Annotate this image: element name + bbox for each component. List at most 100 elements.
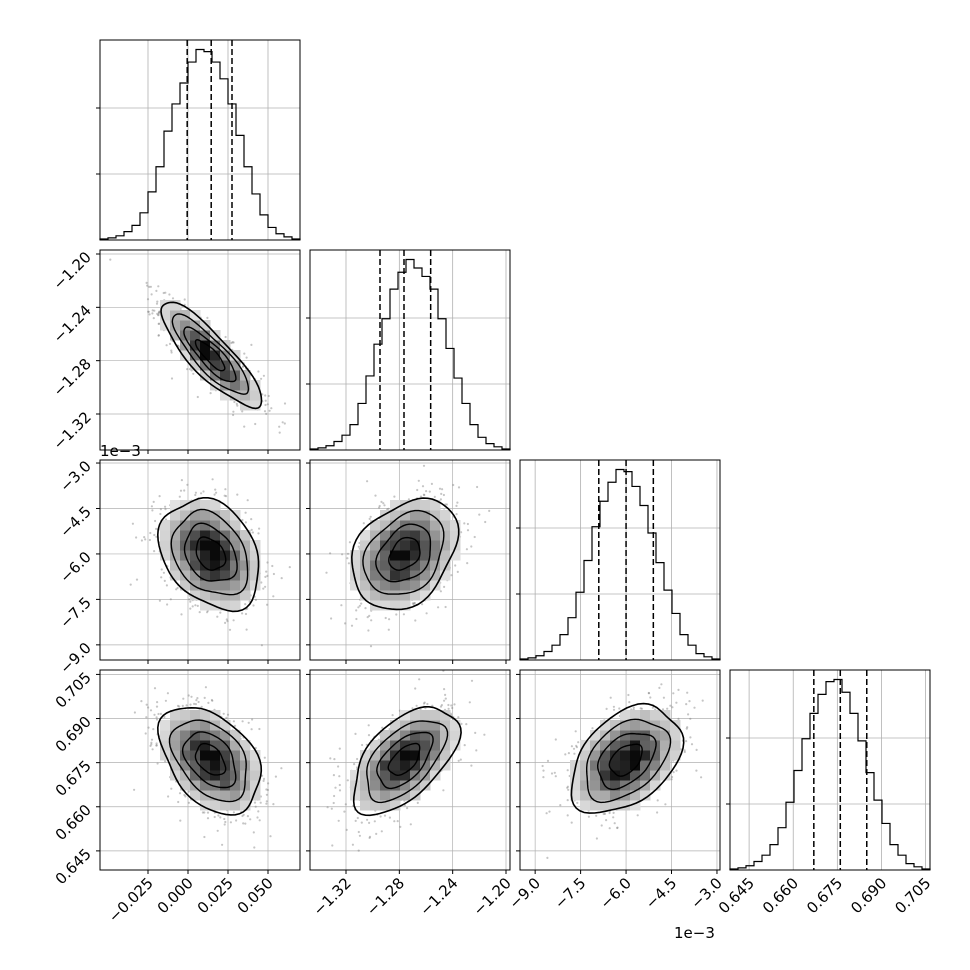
sample-point [178,705,181,708]
sample-point [162,571,165,574]
sample-point [468,701,471,704]
sample-point [647,691,650,695]
sample-point [550,772,554,775]
sample-point [243,352,246,355]
sample-point [159,512,162,516]
sample-point [266,603,269,606]
density-cell [630,790,641,801]
sample-point [368,821,371,825]
density-cell [370,580,381,591]
sample-point [346,557,349,560]
density-cell [430,510,441,521]
sample-point [344,622,347,625]
sample-point [334,786,337,789]
sample-point [265,802,268,805]
sample-point [361,743,364,747]
sample-point [148,313,151,316]
density-cell [380,520,391,531]
sample-point [236,493,239,496]
sample-point [675,701,678,704]
sample-point [351,843,354,846]
y-tick-label-1-1: −1.28 [50,355,95,400]
density-cell [650,730,661,741]
panel-content [100,250,300,450]
contour-2 [168,719,247,803]
density-cell [400,580,411,591]
sample-point [288,566,291,569]
density-cell [160,730,171,741]
sample-point [157,285,160,288]
sample-point [470,679,474,682]
sample-point [387,507,390,510]
sample-point [353,763,356,766]
sample-point [272,572,275,576]
density-cell [240,590,251,601]
panel-content [100,460,300,660]
sample-point [572,747,576,750]
density-cell [200,540,211,551]
sample-point [456,501,459,504]
density-cell [210,780,221,791]
sample-point [166,692,169,695]
density-cell [190,340,201,351]
density-cell [390,800,401,811]
density-cell [230,730,241,741]
density-cell [180,750,191,761]
density-cell [610,740,621,751]
histogram-panel-1 [306,249,511,451]
panel-frame [309,669,511,871]
sample-point [262,779,265,783]
density-cell [210,590,221,601]
sample-point [186,368,189,371]
sample-point [172,660,174,662]
density-cell [360,770,371,781]
sample-point [356,757,359,761]
density-cell [400,510,411,521]
sample-point [605,819,608,822]
sample-point [152,500,155,503]
sample-point [330,807,333,810]
histogram-panel-2 [516,459,721,661]
density-cell [220,570,231,581]
density-cell [210,520,221,531]
density-cell [640,710,651,721]
sample-point [474,731,477,735]
sample-point [157,712,160,716]
sample-point [258,727,261,731]
sample-point [459,758,462,761]
density-cell [220,390,231,401]
density-cell [580,740,591,751]
sample-point [189,607,192,610]
density-cell [210,570,221,581]
density-cell [420,540,431,551]
density-cell [160,520,171,531]
density-cell [420,560,431,571]
density-cell [200,500,211,511]
density-cell [400,550,411,561]
sample-point [444,693,447,697]
density-cell [200,520,211,531]
sample-point [602,812,605,816]
density-cell [400,710,411,721]
sample-point [443,699,446,702]
density-cell [370,530,381,541]
y-tick-label-3-3: 0.690 [52,713,95,756]
density-cell [640,750,651,761]
density-cell [620,720,631,731]
sample-point [250,528,253,532]
sample-point [414,619,417,622]
density-cell [350,770,361,781]
sample-point [465,548,468,551]
density-cell [390,530,401,541]
sample-point [355,609,358,612]
sample-point [670,778,673,781]
density-cell [360,560,371,571]
sample-point [241,518,244,522]
y-tick-label-2-2: −6.0 [56,548,94,586]
sample-point [463,744,466,747]
sample-point [329,552,332,555]
density-cell [170,740,181,751]
density-cell [430,750,441,761]
sample-point [153,687,157,690]
sample-point [223,823,226,826]
